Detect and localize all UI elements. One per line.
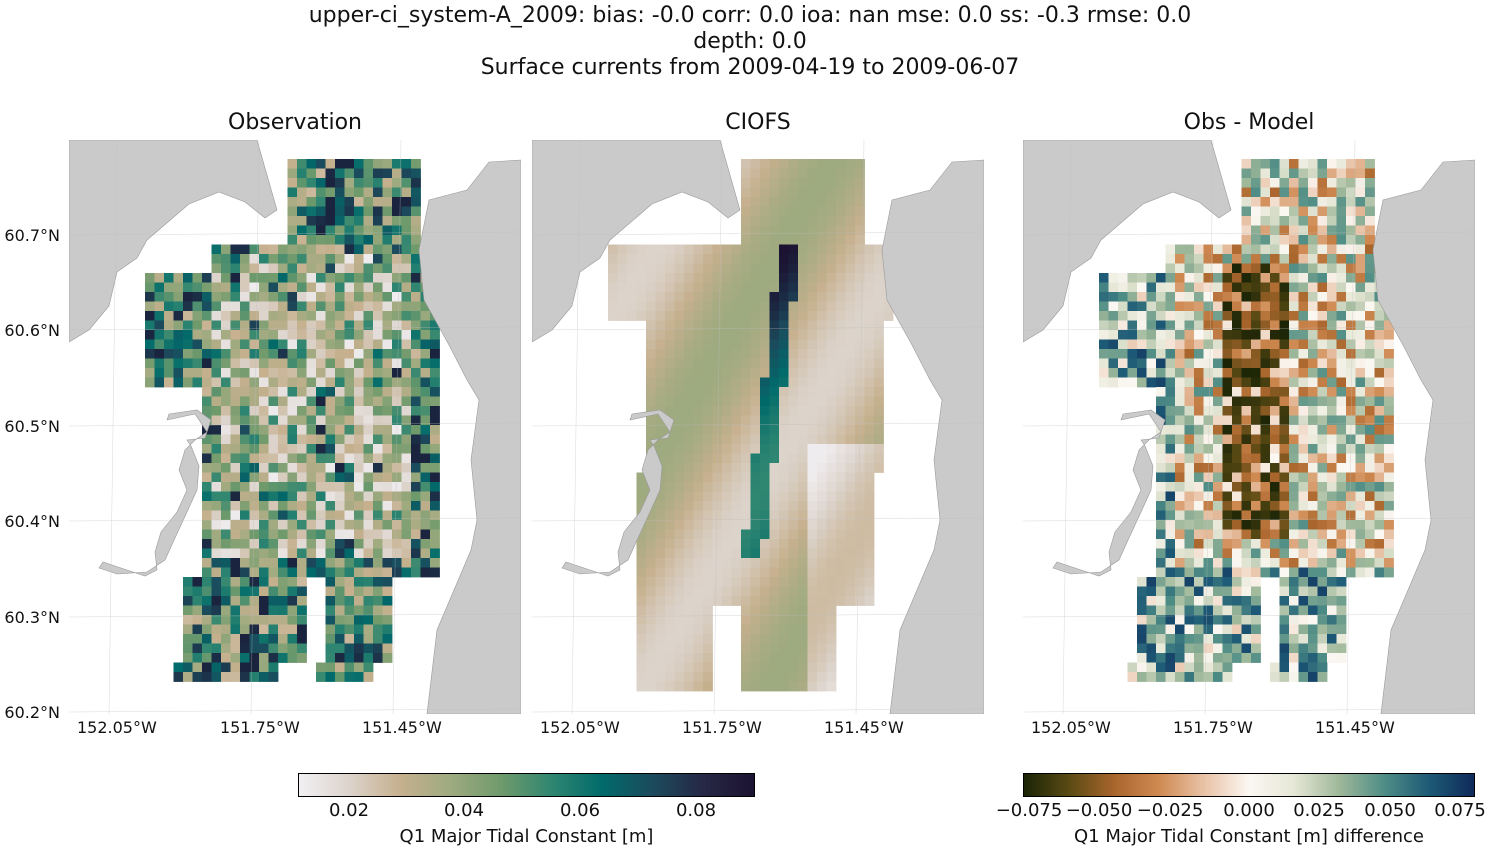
colorbar-tick: −0.050: [1065, 800, 1133, 821]
figure-title-line2: depth: 0.0: [693, 29, 807, 54]
x-tick-label: 152.05°W: [1031, 718, 1111, 737]
colorbar-tick: 0.06: [559, 800, 601, 821]
colorbar-tick: −0.075: [995, 800, 1063, 821]
colorbar-tick: 0.04: [443, 800, 485, 821]
x-tick-label: 151.45°W: [362, 718, 442, 737]
colorbar-tick: 0.075: [1434, 800, 1486, 821]
observation-map: [69, 140, 521, 714]
x-tick-label: 151.75°W: [682, 718, 762, 737]
x-tick-label: 151.75°W: [1173, 718, 1253, 737]
colorbar-tick: 0.025: [1293, 800, 1345, 821]
colorbar-difference: [1023, 773, 1475, 797]
colorbar-tick: 0.050: [1364, 800, 1416, 821]
ciofs-map: [532, 140, 984, 714]
colorbar-tick: 0.02: [328, 800, 370, 821]
x-tick-label: 152.05°W: [540, 718, 620, 737]
x-tick-label: 151.45°W: [1315, 718, 1395, 737]
colorbar-tick: 0.000: [1223, 800, 1275, 821]
colorbar-label: Q1 Major Tidal Constant [m]: [399, 826, 654, 847]
x-tick-label: 152.05°W: [77, 718, 157, 737]
colorbar-tick: −0.025: [1136, 800, 1204, 821]
panel-title-difference: Obs - Model: [1183, 110, 1315, 135]
y-tick-label: 60.2°N: [4, 703, 60, 722]
colorbar-magnitude: [298, 773, 755, 797]
y-tick-label: 60.5°N: [4, 417, 60, 436]
panel-title-ciofs: CIOFS: [725, 110, 791, 135]
y-tick-label: 60.4°N: [4, 512, 60, 531]
panel-title-observation: Observation: [228, 110, 362, 135]
colorbar-label: Q1 Major Tidal Constant [m] difference: [1074, 826, 1424, 847]
x-tick-label: 151.45°W: [824, 718, 904, 737]
figure-title-line3: Surface currents from 2009-04-19 to 2009…: [480, 55, 1020, 80]
colorbar-tick: 0.08: [675, 800, 717, 821]
x-tick-label: 151.75°W: [220, 718, 300, 737]
difference-map: [1023, 140, 1475, 714]
y-tick-label: 60.6°N: [4, 321, 60, 340]
y-tick-label: 60.3°N: [4, 608, 60, 627]
figure-title-line1: upper-ci_system-A_2009: bias: -0.0 corr:…: [308, 3, 1192, 28]
y-tick-label: 60.7°N: [4, 226, 60, 245]
